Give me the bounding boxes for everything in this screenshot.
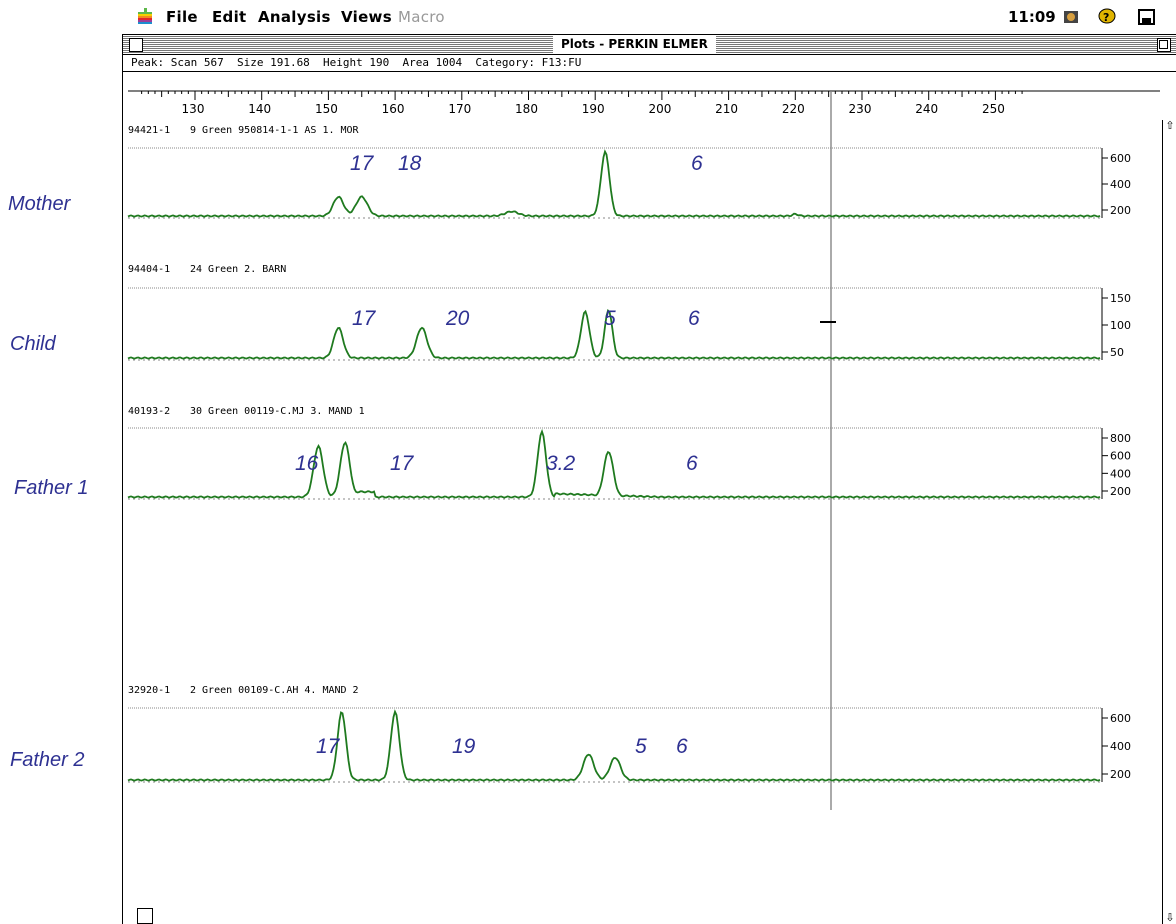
ruler-tick-label: 190 <box>582 102 605 116</box>
ruler-tick-label: 130 <box>182 102 205 116</box>
y-tick-label: 600 <box>1110 450 1131 463</box>
scroll-down-arrow-icon[interactable]: ⇩ <box>1165 912 1175 924</box>
track-info: 2 Green 00109-C.AH 4. MAND 2 <box>190 685 359 696</box>
allele-label: 5 <box>635 735 647 758</box>
ruler-tick-label: 170 <box>448 102 471 116</box>
track-info: 24 Green 2. BARN <box>190 264 286 275</box>
menu-analysis[interactable]: Analysis <box>258 8 331 26</box>
apple-icon[interactable] <box>138 8 152 24</box>
menu-file[interactable]: File <box>166 8 198 26</box>
y-tick-label: 400 <box>1110 740 1131 753</box>
y-tick-label: 100 <box>1110 319 1131 332</box>
trace-line <box>127 709 1101 782</box>
allele-label: 20 <box>445 307 470 330</box>
ruler-tick-label: 180 <box>515 102 538 116</box>
allele-label: 19 <box>452 735 476 758</box>
scroll-up-arrow-icon[interactable]: ⇧ <box>1165 120 1175 132</box>
allele-label: 17 <box>390 452 415 475</box>
track-info: 9 Green 950814-1-1 AS 1. MOR <box>190 125 360 136</box>
allele-label: 3.2 <box>546 452 576 475</box>
track-info: 30 Green 00119-C.MJ 3. MAND 1 <box>190 406 365 417</box>
track-94404-1: 94404-1 24 Green 2. BARN 150 100 50 17 20 5 6 <box>127 264 1131 361</box>
trace-line <box>127 428 1101 499</box>
menu-edit[interactable]: Edit <box>212 8 247 26</box>
svg-text:?: ? <box>1103 11 1109 24</box>
allele-label: 18 <box>398 152 422 175</box>
help-balloon-icon[interactable]: ? <box>1098 8 1116 26</box>
menubar-clock[interactable]: 11:09 <box>1008 8 1056 26</box>
allele-label: 5 <box>604 307 616 330</box>
sample-label-child: Child <box>10 333 56 355</box>
allele-label: 17 <box>316 735 341 758</box>
y-tick-label: 200 <box>1110 204 1131 217</box>
trace-line <box>127 149 1101 218</box>
sample-label-mother: Mother <box>8 193 71 215</box>
track-id: 94421-1 <box>128 125 170 136</box>
tracks: 94421-1 9 Green 950814-1-1 AS 1. MOR60040… <box>127 125 1131 783</box>
ruler-tick-label: 250 <box>982 102 1005 116</box>
disk-icon[interactable] <box>1138 8 1156 26</box>
close-box-icon[interactable] <box>129 38 143 52</box>
allele-label: 6 <box>676 735 688 758</box>
y-tick-label: 200 <box>1110 768 1131 781</box>
allele-label: 6 <box>691 152 703 175</box>
y-tick-label: 200 <box>1110 485 1131 498</box>
ruler-divider <box>123 71 1176 72</box>
track-id: 94404-1 <box>128 264 170 275</box>
ruler-tick-label: 160 <box>382 102 405 116</box>
ruler-tick-label: 200 <box>648 102 671 116</box>
y-tick-label: 600 <box>1110 712 1131 725</box>
ruler-tick-label: 230 <box>849 102 872 116</box>
track-40193-2: 40193-2 30 Green 00119-C.MJ 3. MAND 1 800 6… <box>127 406 1131 500</box>
ruler-tick-label: 240 <box>915 102 938 116</box>
track-32920-1: 32920-1 2 Green 00109-C.AH 4. MAND 2 600 40… <box>127 685 1131 783</box>
allele-label: 6 <box>688 307 700 330</box>
y-tick-label: 800 <box>1110 432 1131 445</box>
trace-line <box>127 308 1101 360</box>
y-tick-label: 400 <box>1110 467 1131 480</box>
ruler-tick-label: 220 <box>782 102 805 116</box>
allele-label: 16 <box>295 452 319 475</box>
zoom-box-icon[interactable] <box>1157 38 1171 52</box>
ruler-tick-label: 150 <box>315 102 338 116</box>
ruler-tick-label: 140 <box>248 102 271 116</box>
menu-macro[interactable]: Macro <box>398 8 445 26</box>
allele-label: 17 <box>350 152 375 175</box>
allele-label: 6 <box>686 452 698 475</box>
sample-label-father-1: Father 1 <box>14 477 89 499</box>
application-icon[interactable] <box>1062 8 1082 26</box>
size-ruler: 130 140 150 160 170 180 190 200 210 220 230 240 250 <box>128 90 1160 116</box>
ruler-tick-label: 210 <box>715 102 738 116</box>
track-id: 40193-2 <box>128 406 170 417</box>
vertical-scrollbar[interactable]: ⇧ ⇩ <box>1162 120 1176 924</box>
allele-label: 17 <box>352 307 377 330</box>
plots-window: Plots - PERKIN ELMER Peak: Scan 567 Size… <box>122 34 1176 924</box>
window-title-bar[interactable]: Plots - PERKIN ELMER <box>123 35 1176 55</box>
peak-info-bar: Peak: Scan 567 Size 191.68 Height 190 Ar… <box>131 56 582 69</box>
track-id: 32920-1 <box>128 685 170 696</box>
menu-bar: File Edit Analysis Views Macro 11:09 ? <box>118 0 1176 34</box>
menu-views[interactable]: Views <box>341 8 392 26</box>
window-title: Plots - PERKIN ELMER <box>553 36 716 53</box>
y-tick-label: 50 <box>1110 346 1124 359</box>
y-tick-label: 400 <box>1110 178 1131 191</box>
sample-label-father-2: Father 2 <box>10 749 85 771</box>
y-tick-label: 150 <box>1110 292 1131 305</box>
track-94421-1: 94421-1 9 Green 950814-1-1 AS 1. MOR 600 40… <box>127 125 1131 219</box>
y-tick-label: 600 <box>1110 152 1131 165</box>
